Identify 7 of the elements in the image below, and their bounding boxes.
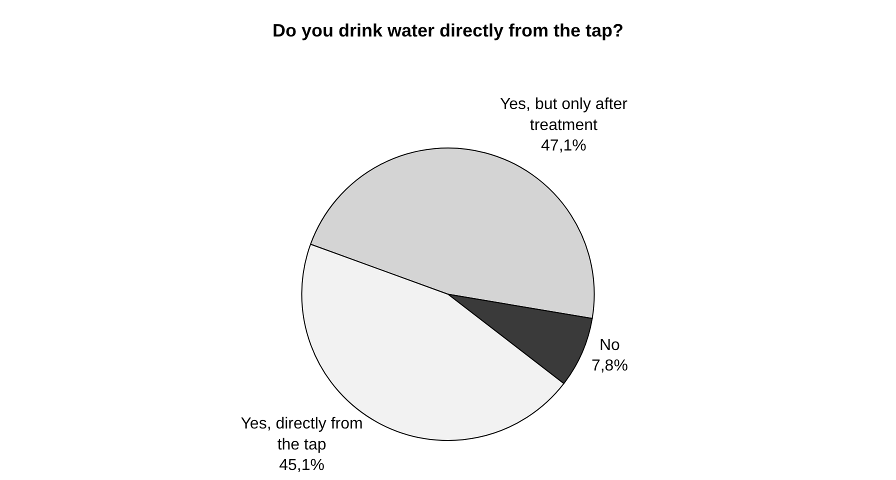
slice-label: No xyxy=(599,336,620,354)
data-label: 7,8% xyxy=(591,358,628,375)
data-label: 45,1% xyxy=(279,457,324,474)
data-label: 47,1% xyxy=(541,138,586,155)
slice-label: Yes, but only after treatment xyxy=(500,96,628,134)
slice-label: Yes, directly from the tap xyxy=(240,416,363,454)
chart-title: Do you drink water directly from the tap? xyxy=(272,20,624,41)
